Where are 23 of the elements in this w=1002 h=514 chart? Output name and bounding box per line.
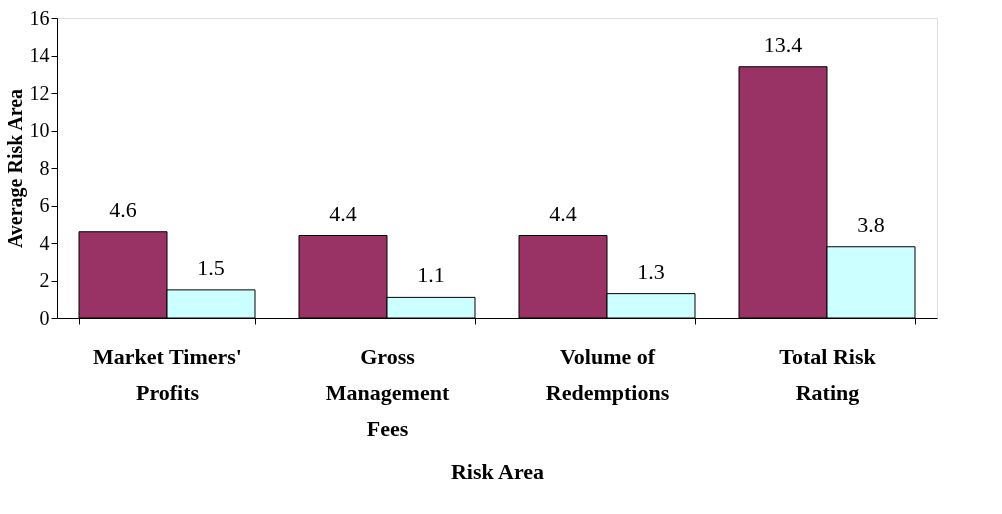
y-axis-title: Average Risk Area	[3, 88, 27, 249]
y-tick-label: 12	[29, 81, 50, 104]
x-tick-label: Total Risk Rating	[779, 343, 877, 405]
y-tick-label: 8	[39, 156, 50, 179]
data-label: 4.6	[109, 196, 137, 222]
y-tick-label: 16	[29, 6, 50, 29]
x-tick-label: Gross Management Fees	[325, 343, 450, 441]
y-tick-label: 0	[39, 306, 50, 329]
data-label: 13.4	[763, 31, 803, 57]
data-label: 1.3	[637, 258, 665, 284]
data-label: 1.5	[197, 254, 225, 280]
x-axis-title: Risk Area	[450, 458, 545, 484]
x-tick-label: Volume of Redemptions	[545, 343, 670, 405]
data-label: 4.4	[329, 200, 357, 226]
y-tick-label: 10	[29, 119, 50, 141]
data-label: 1.1	[417, 262, 445, 288]
data-label: 3.8	[857, 211, 885, 237]
data-label: 4.4	[549, 200, 577, 226]
y-tick-label: 4	[39, 231, 50, 254]
x-tick-label: Market Timers' Profits	[93, 343, 242, 405]
y-tick-label: 2	[39, 269, 50, 291]
y-tick-label: 14	[29, 44, 50, 66]
y-tick-label: 6	[39, 194, 50, 216]
